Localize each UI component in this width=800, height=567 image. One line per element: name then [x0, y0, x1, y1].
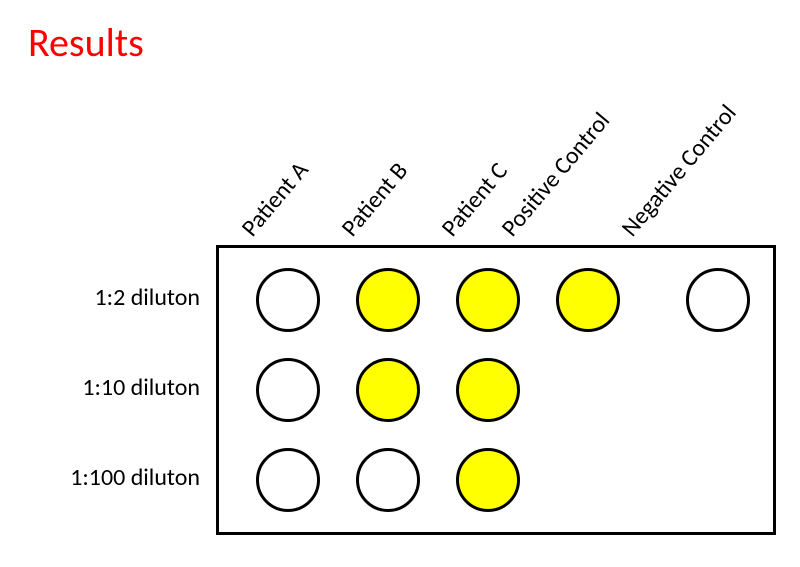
col-label-patient-b: Patient B	[336, 157, 414, 243]
well-r1-c0	[256, 358, 320, 422]
well-r1-c1	[356, 358, 420, 422]
well-r2-c2	[456, 448, 520, 512]
well-r2-c0	[256, 448, 320, 512]
page-title: Results	[28, 18, 144, 67]
row-label-1-100: 1:100 diluton	[70, 463, 200, 492]
well-r0-c4	[686, 268, 750, 332]
row-label-1-10: 1:10 diluton	[82, 373, 200, 402]
col-label-patient-a: Patient A	[236, 156, 315, 242]
well-r0-c0	[256, 268, 320, 332]
well-r1-c2	[456, 358, 520, 422]
well-r2-c1	[356, 448, 420, 512]
diagram-stage: { "title": { "text": "Results", "color":…	[0, 0, 800, 567]
well-r0-c3	[556, 268, 620, 332]
row-label-1-2: 1:2 diluton	[95, 283, 200, 312]
col-label-negative-control: Negative Control	[616, 99, 743, 242]
well-r0-c1	[356, 268, 420, 332]
well-r0-c2	[456, 268, 520, 332]
